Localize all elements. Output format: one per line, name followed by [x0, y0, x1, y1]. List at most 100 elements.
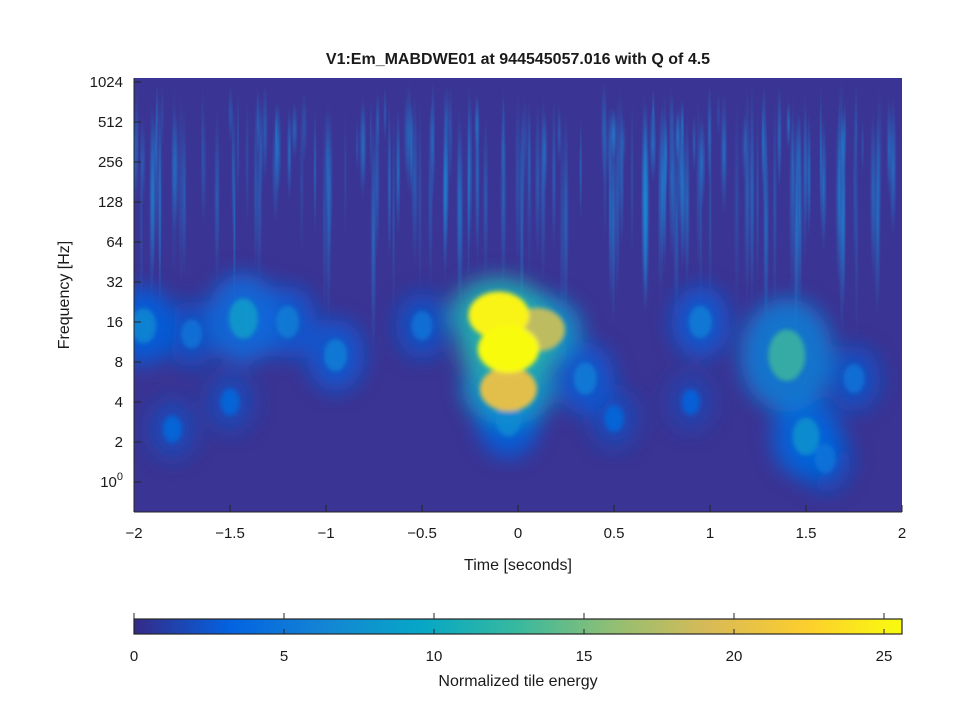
noise-streak: [608, 104, 617, 161]
x-tick-label: −2: [125, 525, 142, 542]
energy-blob: [688, 305, 713, 339]
y-tick-label: 64: [106, 234, 123, 251]
x-axis-label: Time [seconds]: [464, 557, 572, 574]
noise-streak: [619, 98, 625, 252]
noise-streak: [776, 81, 783, 190]
colorbar-tick-label: 5: [280, 648, 288, 665]
noise-streak: [482, 112, 489, 284]
noise-streak: [691, 113, 697, 175]
noise-streak: [173, 108, 180, 228]
noise-streak: [788, 114, 795, 302]
noise-streak: [675, 109, 680, 162]
noise-streak: [158, 100, 162, 327]
y-tick-label: 2: [115, 434, 123, 451]
colorbar-tick-label: 10: [426, 648, 443, 665]
noise-streak: [649, 103, 657, 184]
noise-streak: [860, 116, 865, 177]
y-axis-label: Frequency [Hz]: [56, 241, 73, 349]
noise-streak: [562, 110, 569, 324]
noise-streak: [683, 113, 691, 291]
y-tick-label: 256: [98, 154, 123, 171]
y-tick-label: 16: [106, 314, 123, 331]
axes: −2 −1.5 −1 −0.5 0 0.5 1 1.5 2 100 2 4 8 16 32 64 128 256…: [90, 74, 907, 542]
noise-streak: [722, 116, 727, 180]
noise-streak: [457, 112, 464, 313]
noise-streak: [135, 78, 139, 207]
high-frequency-noise: [134, 78, 897, 357]
noise-streak: [662, 89, 668, 275]
y-tick-label: 32: [106, 274, 123, 291]
noise-streak: [355, 117, 360, 175]
noise-streak: [200, 80, 205, 229]
noise-streak: [786, 99, 791, 151]
noise-streak: [519, 108, 527, 228]
plot-area: [134, 78, 902, 512]
noise-streak: [551, 94, 557, 257]
noise-streak: [794, 104, 799, 340]
y-tick-exponent: 0: [117, 471, 123, 483]
noise-streak: [155, 81, 159, 151]
noise-streak: [286, 105, 292, 202]
energy-blob: [134, 308, 157, 344]
noise-streak: [651, 86, 655, 138]
noise-streak: [579, 116, 583, 225]
noise-streak: [743, 111, 748, 170]
x-tick-label: 1: [706, 525, 714, 542]
y-tick-label: 128: [98, 194, 123, 211]
noise-streak: [643, 107, 649, 316]
noise-streak: [854, 80, 858, 177]
x-tick-label: −1.5: [215, 525, 245, 542]
noise-streak: [834, 105, 843, 293]
colorbar-gradient: [133, 618, 903, 635]
x-tick-label: 0.5: [604, 525, 625, 542]
noise-streak: [408, 99, 414, 153]
noise-streak: [514, 87, 522, 272]
noise-streak: [253, 94, 258, 279]
noise-streak: [148, 101, 155, 306]
noise-streak: [534, 98, 541, 262]
energy-blob: [792, 417, 820, 456]
noise-streak: [448, 81, 453, 189]
y-ticks: 100 2 4 8 16 32 64 128 256 512 1024: [90, 74, 141, 491]
noise-streak: [383, 86, 387, 143]
noise-streak: [391, 105, 396, 323]
colorbar-ticks: 0 5 10 15 20 25: [130, 613, 893, 665]
noise-streak: [261, 81, 269, 183]
noise-streak: [139, 117, 146, 207]
noise-streak: [708, 105, 713, 320]
noise-streak: [369, 93, 373, 181]
y-tick-label: 512: [98, 114, 123, 131]
energy-blob: [276, 305, 300, 339]
colorbar-tick-label: 0: [130, 648, 138, 665]
noise-streak: [417, 91, 423, 301]
colorbar-tick-label: 25: [876, 648, 893, 665]
noise-streak: [274, 99, 278, 169]
noise-streak: [395, 105, 401, 236]
noise-streak: [600, 78, 608, 185]
noise-streak: [231, 97, 235, 244]
noise-streak: [806, 112, 812, 240]
energy-blob: [220, 388, 240, 416]
energy-blob: [181, 319, 203, 349]
noise-streak: [313, 104, 317, 236]
y-tick-label: 1024: [90, 74, 123, 91]
x-tick-label: −1: [317, 525, 334, 542]
noise-streak: [360, 99, 367, 189]
noise-streak: [630, 94, 634, 264]
noise-streak: [245, 93, 250, 229]
x-ticks: −2 −1.5 −1 −0.5 0 0.5 1 1.5 2: [125, 505, 906, 542]
noise-streak: [375, 89, 381, 154]
energy-blob: [814, 443, 836, 474]
energy-blob: [162, 415, 182, 443]
noise-streak: [430, 78, 436, 204]
noise-streak: [291, 100, 298, 161]
energy-blob: [477, 325, 539, 373]
noise-streak: [527, 97, 532, 222]
noise-streak: [819, 115, 828, 254]
x-tick-label: 1.5: [796, 525, 817, 542]
noise-streak: [873, 113, 882, 320]
noise-streak: [467, 83, 471, 292]
energy-blob: [228, 298, 258, 339]
noise-streak: [755, 101, 760, 295]
energy-blob-cores: [134, 291, 865, 474]
